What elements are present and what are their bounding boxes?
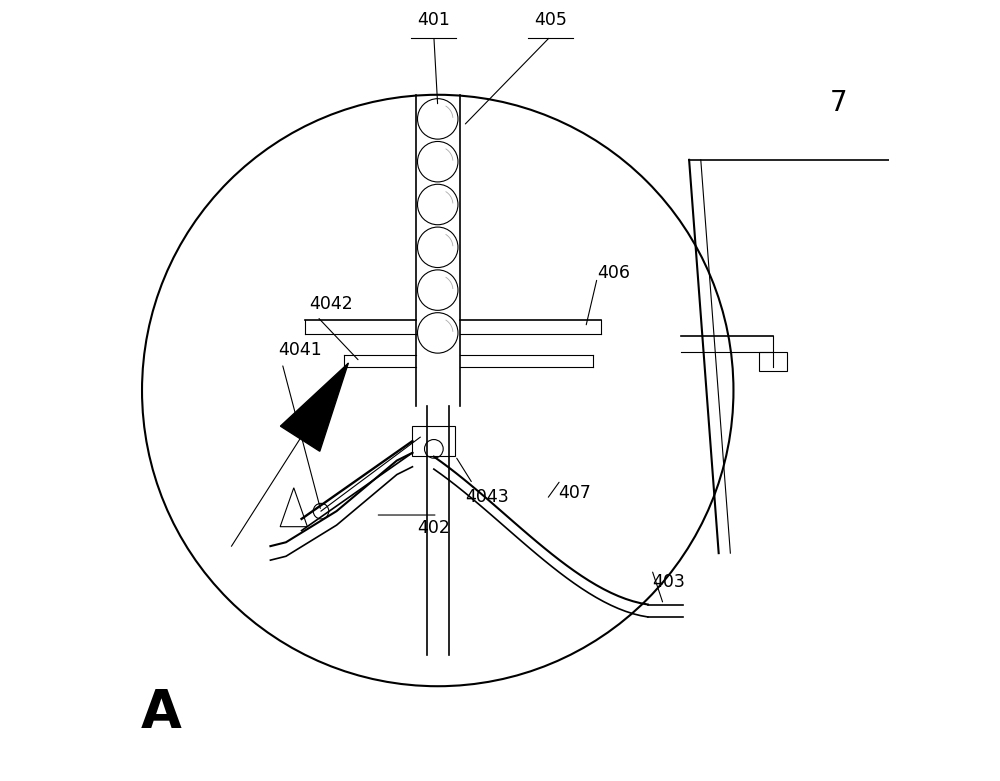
- Text: 406: 406: [597, 263, 630, 281]
- Text: 403: 403: [652, 573, 685, 591]
- Bar: [412, 426, 455, 456]
- Text: A: A: [141, 687, 182, 740]
- Text: 402: 402: [417, 519, 450, 537]
- Text: 7: 7: [830, 88, 847, 116]
- Text: 401: 401: [417, 11, 450, 29]
- Text: 4041: 4041: [278, 341, 322, 359]
- Bar: [759, 351, 787, 371]
- Text: 4042: 4042: [309, 294, 353, 312]
- Text: 407: 407: [558, 484, 591, 502]
- Text: 405: 405: [534, 11, 567, 29]
- Polygon shape: [280, 363, 348, 451]
- Text: 4043: 4043: [465, 488, 509, 506]
